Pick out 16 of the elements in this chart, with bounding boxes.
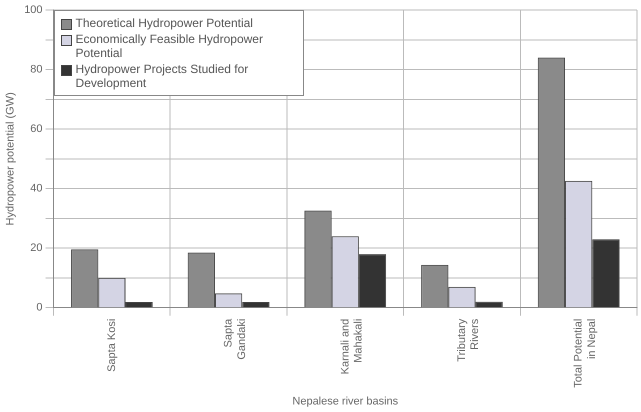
y-tick-label: 0 xyxy=(36,302,43,314)
y-tick-label: 40 xyxy=(30,182,43,195)
y-axis-title: Hydropower potential (GW) xyxy=(4,92,17,226)
y-tick-label: 60 xyxy=(30,123,43,136)
y-tick-label: 80 xyxy=(30,64,43,76)
x-tick-label: Tributary Rivers xyxy=(456,318,482,362)
y-tick-label: 20 xyxy=(30,242,43,254)
legend-label: Economically Feasible Hydropower Potential xyxy=(76,32,264,60)
x-tick-label: Sapta Gandaki xyxy=(222,318,248,360)
x-axis-title: Nepalese river basins xyxy=(292,395,399,408)
legend-label: Hydropower Projects Studied for Development xyxy=(76,62,250,90)
x-tick-label: Karnali and Mahakali xyxy=(339,318,365,374)
y-tick-label: 100 xyxy=(24,4,43,16)
legend-label: Theoretical Hydropower Potential xyxy=(76,16,253,30)
x-tick-label: Total Potential in Nepal xyxy=(572,318,598,388)
x-tick-label: Sapta Kosi xyxy=(106,318,118,372)
